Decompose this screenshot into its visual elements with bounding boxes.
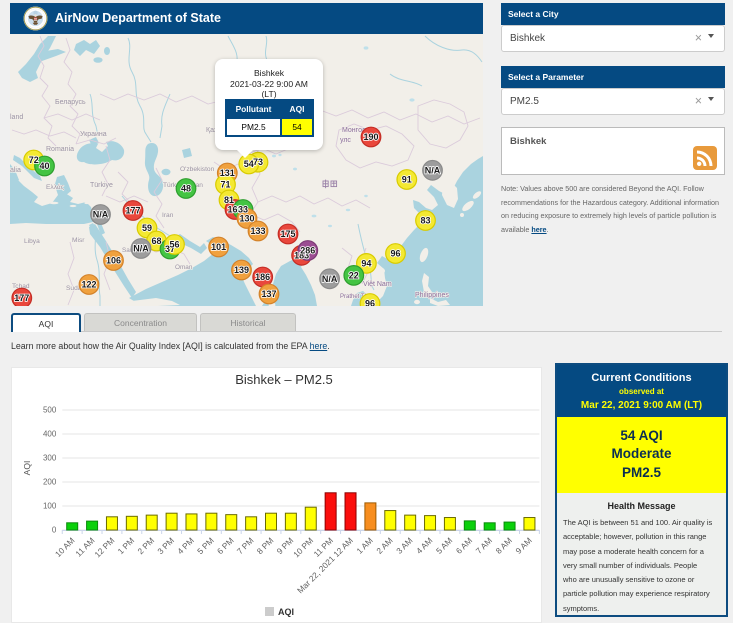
svg-text:48: 48 bbox=[181, 184, 191, 194]
svg-text:2 PM: 2 PM bbox=[135, 535, 156, 556]
svg-text:1 PM: 1 PM bbox=[115, 535, 136, 556]
svg-text:100: 100 bbox=[43, 502, 57, 511]
svg-text:0: 0 bbox=[52, 526, 57, 535]
svg-text:94: 94 bbox=[361, 258, 371, 268]
svg-text:улс: улс bbox=[340, 137, 351, 144]
svg-text:Ελλάς: Ελλάς bbox=[46, 183, 64, 191]
svg-text:AQI: AQI bbox=[278, 607, 294, 617]
svg-text:Sudan: Sudan bbox=[66, 285, 85, 292]
svg-text:22: 22 bbox=[349, 270, 359, 280]
svg-text:37: 37 bbox=[165, 244, 175, 254]
svg-text:183: 183 bbox=[294, 250, 309, 260]
svg-text:6 PM: 6 PM bbox=[215, 535, 236, 556]
svg-text:9 AM: 9 AM bbox=[513, 535, 534, 556]
svg-text:Bishkek – PM2.5: Bishkek – PM2.5 bbox=[235, 372, 333, 387]
svg-text:2 AM: 2 AM bbox=[374, 535, 395, 556]
svg-text:Prathet Thai: Prathet Thai bbox=[340, 294, 373, 300]
svg-text:139: 139 bbox=[234, 265, 249, 275]
svg-text:land: land bbox=[10, 114, 23, 121]
svg-text:talia: talia bbox=[10, 167, 21, 174]
svg-text:11 AM: 11 AM bbox=[73, 535, 96, 558]
svg-text:133: 133 bbox=[250, 226, 265, 236]
svg-text:N/A: N/A bbox=[93, 210, 109, 220]
svg-text:N/A: N/A bbox=[133, 244, 149, 254]
svg-text:200: 200 bbox=[43, 478, 57, 487]
svg-text:186: 186 bbox=[255, 272, 270, 282]
svg-text:N/A: N/A bbox=[425, 165, 441, 175]
svg-text:137: 137 bbox=[261, 289, 276, 299]
svg-text:71: 71 bbox=[220, 180, 230, 190]
svg-text:500: 500 bbox=[43, 406, 57, 415]
svg-text:O'zbekiston: O'zbekiston bbox=[180, 166, 215, 173]
svg-text:Oman: Oman bbox=[175, 264, 193, 271]
svg-text:300: 300 bbox=[43, 454, 57, 463]
svg-text:1 AM: 1 AM bbox=[354, 535, 375, 556]
svg-text:7 AM: 7 AM bbox=[474, 535, 495, 556]
svg-text:Tchad: Tchad bbox=[12, 283, 30, 290]
svg-text:286: 286 bbox=[300, 246, 315, 256]
svg-text:130: 130 bbox=[239, 214, 254, 224]
svg-text:54: 54 bbox=[244, 159, 254, 169]
svg-text:33: 33 bbox=[238, 205, 248, 215]
svg-text:Philippines: Philippines bbox=[415, 292, 449, 299]
svg-text:56: 56 bbox=[169, 240, 179, 250]
svg-text:10 PM: 10 PM bbox=[291, 535, 315, 559]
svg-text:106: 106 bbox=[106, 256, 121, 266]
svg-text:10 AM: 10 AM bbox=[53, 535, 77, 559]
svg-text:40: 40 bbox=[39, 161, 49, 171]
svg-text:7 PM: 7 PM bbox=[235, 535, 256, 556]
svg-text:177: 177 bbox=[14, 293, 29, 303]
svg-text:96: 96 bbox=[390, 249, 400, 259]
svg-text:8 PM: 8 PM bbox=[255, 535, 276, 556]
svg-text:N/A: N/A bbox=[322, 274, 338, 284]
svg-text:190: 190 bbox=[363, 132, 378, 142]
svg-text:68: 68 bbox=[151, 236, 161, 246]
svg-text:163: 163 bbox=[227, 205, 242, 215]
svg-text:3 AM: 3 AM bbox=[394, 535, 415, 556]
svg-text:175: 175 bbox=[280, 229, 295, 239]
svg-text:Türkiye: Türkiye bbox=[90, 182, 113, 189]
svg-text:6 AM: 6 AM bbox=[454, 535, 475, 556]
svg-text:131: 131 bbox=[220, 168, 235, 178]
svg-text:4 AM: 4 AM bbox=[414, 535, 435, 556]
svg-text:122: 122 bbox=[81, 280, 96, 290]
svg-text:12 PM: 12 PM bbox=[92, 535, 116, 559]
svg-text:96: 96 bbox=[365, 299, 375, 307]
svg-text:177: 177 bbox=[125, 206, 140, 216]
svg-text:Украина: Украина bbox=[80, 131, 107, 138]
svg-text:Misr: Misr bbox=[72, 237, 85, 244]
svg-text:5 PM: 5 PM bbox=[195, 535, 216, 556]
svg-text:91: 91 bbox=[402, 175, 412, 185]
svg-text:Iran: Iran bbox=[162, 212, 174, 219]
svg-text:81: 81 bbox=[224, 195, 234, 205]
svg-text:Libya: Libya bbox=[24, 238, 40, 245]
svg-text:59: 59 bbox=[142, 223, 152, 233]
svg-text:73: 73 bbox=[253, 157, 263, 167]
svg-text:400: 400 bbox=[43, 430, 57, 439]
svg-text:5 AM: 5 AM bbox=[434, 535, 455, 556]
svg-text:4 PM: 4 PM bbox=[175, 535, 196, 556]
svg-text:Монгол: Монгол bbox=[342, 127, 366, 134]
svg-text:Romania: Romania bbox=[46, 146, 74, 153]
svg-text:Việt Nam: Việt Nam bbox=[363, 281, 392, 288]
svg-text:Беларусь: Беларусь bbox=[55, 99, 86, 106]
svg-text:3 PM: 3 PM bbox=[155, 535, 176, 556]
svg-text:83: 83 bbox=[420, 216, 430, 226]
svg-text:101: 101 bbox=[211, 242, 226, 252]
svg-text:AQI: AQI bbox=[22, 461, 32, 476]
svg-text:8 AM: 8 AM bbox=[494, 535, 515, 556]
svg-text:72: 72 bbox=[29, 155, 39, 165]
